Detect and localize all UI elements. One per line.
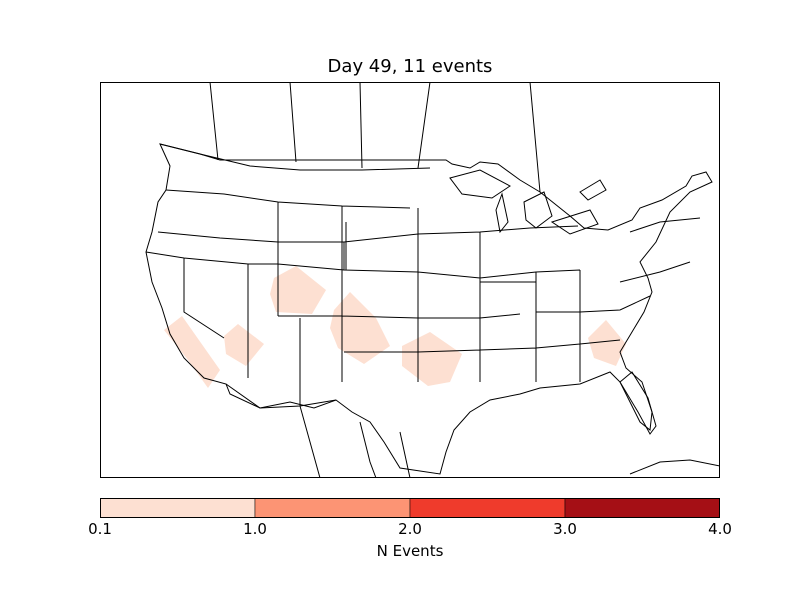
mexico-border [225,383,337,409]
colorbar-bin [409,498,566,518]
map-border [100,82,720,478]
florida [619,371,657,435]
colorbar-tick-label: 0.1 [88,520,112,538]
colorbar-label: N Events [376,542,444,560]
great-lakes [449,169,607,235]
event-areas [164,266,626,388]
boundaries [145,82,720,478]
colorbar-tick-label: 3.0 [553,520,577,538]
colorbar-tick-label: 2.0 [398,520,422,538]
canada-border [159,143,431,171]
canada-lines [209,82,541,193]
colorbar-tick-label: 4.0 [708,520,732,538]
event-area-arizona [224,324,264,366]
colorbar-bin [100,498,256,518]
caribbean-coast [629,459,720,475]
colorbar-bin [254,498,411,518]
colorbar-tick-label: 1.0 [243,520,267,538]
colorbar-bin [564,498,720,518]
state-lines [145,189,701,406]
event-area-oklahoma [402,332,462,386]
us-outline [145,143,713,475]
event-area-georgia [588,320,626,366]
map-title: Day 49, 11 events [327,56,493,77]
map-panel [100,82,720,478]
event-area-utah [270,266,326,314]
event-area-california [164,316,220,388]
event-area-panhandle [330,292,390,364]
colorbar [100,498,720,518]
mexico-lines [299,405,411,478]
